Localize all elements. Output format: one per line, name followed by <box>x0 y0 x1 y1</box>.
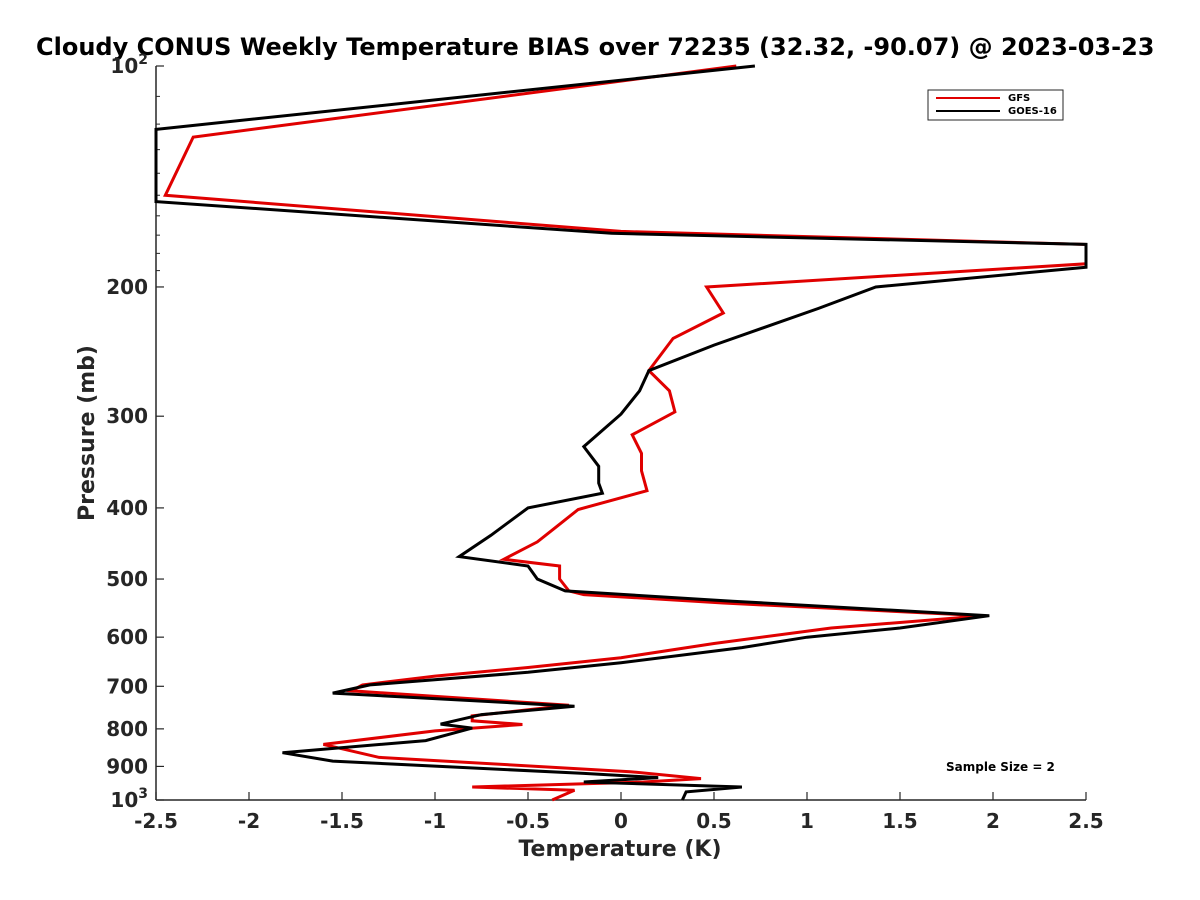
x-tick-label: -1 <box>424 809 446 833</box>
x-axis-label: Temperature (K) <box>518 837 721 862</box>
y-tick-label: 900 <box>106 754 148 778</box>
y-tick-label: 800 <box>106 717 148 741</box>
legend: GFS GOES-16 <box>927 89 1064 121</box>
y-axis-label: Pressure (mb) <box>75 345 100 521</box>
y-tick-label: 200 <box>106 275 148 299</box>
y-tick-label: 700 <box>106 674 148 698</box>
legend-label-gfs: GFS <box>1008 93 1030 104</box>
legend-box <box>927 89 1064 121</box>
plot-axes: -2.5 -2 -1.5 -1 -0.5 0 0.5 1 1.5 2 2.5 102 200 300 400… <box>106 52 1103 833</box>
x-tick-label: 2 <box>986 809 1000 833</box>
legend-label-goes16: GOES-16 <box>1008 106 1057 117</box>
x-tick-label: 1 <box>800 809 814 833</box>
x-tick-label: -0.5 <box>506 809 550 833</box>
y-tick-label: 102 <box>110 52 148 78</box>
x-tick-label: 2.5 <box>1068 809 1103 833</box>
x-tick-label: -2 <box>238 809 260 833</box>
chart-title: Cloudy CONUS Weekly Temperature BIAS ove… <box>36 33 1154 61</box>
x-tick-label: -1.5 <box>320 809 364 833</box>
series-lines <box>154 64 1088 802</box>
x-tick-label: 0.5 <box>696 809 731 833</box>
y-tick-label: 400 <box>106 496 148 520</box>
y-tick-label: 103 <box>110 786 148 812</box>
series-line-goes16 <box>154 64 1088 801</box>
y-tick-label: 500 <box>106 567 148 591</box>
y-tick-label: 300 <box>106 404 148 428</box>
y-tick-label: 600 <box>106 625 148 649</box>
sample-size-annotation: Sample Size = 2 <box>946 760 1055 774</box>
x-tick-label: 1.5 <box>882 809 917 833</box>
x-tick-label: -2.5 <box>134 809 178 833</box>
x-tick-label: 0 <box>614 809 628 833</box>
